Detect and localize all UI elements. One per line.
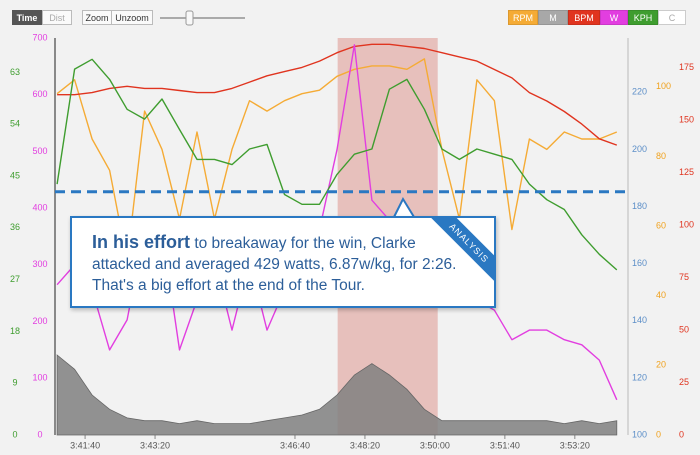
y-tick-label: 25 xyxy=(679,377,689,387)
y-tick-label: 0 xyxy=(656,429,661,439)
y-tick-label: 20 xyxy=(656,360,666,370)
legend-button[interactable]: M xyxy=(538,10,568,25)
x-tick-label: 3:50:00 xyxy=(420,440,450,450)
y-tick-label: 0 xyxy=(37,429,42,439)
annotation-pointer xyxy=(393,196,415,218)
y-tick-label: 500 xyxy=(32,146,47,156)
x-tick-label: 3:46:40 xyxy=(280,440,310,450)
y-tick-label: 400 xyxy=(32,203,47,213)
line-series xyxy=(57,43,618,146)
y-tick-label: 0 xyxy=(12,429,17,439)
y-tick-label: 120 xyxy=(632,372,647,382)
y-tick-label: 50 xyxy=(679,324,689,334)
y-tick-label: 125 xyxy=(679,167,694,177)
y-tick-label: 175 xyxy=(679,62,694,72)
y-tick-label: 180 xyxy=(632,201,647,211)
x-tick-label: 3:51:40 xyxy=(490,440,520,450)
y-tick-label: 18 xyxy=(10,326,20,336)
y-tick-label: 0 xyxy=(679,429,684,439)
x-tick-label: 3:41:40 xyxy=(70,440,100,450)
x-tick-label: 3:53:20 xyxy=(560,440,590,450)
y-tick-label: 75 xyxy=(679,272,689,282)
annotation-tag: ANALYSIS xyxy=(423,218,494,289)
annotation-box: In his effort to breakaway for the win, … xyxy=(70,216,496,308)
y-tick-label: 100 xyxy=(632,429,647,439)
y-tick-label: 54 xyxy=(10,119,20,129)
legend-button[interactable]: C xyxy=(658,10,686,25)
y-tick-label: 100 xyxy=(656,81,671,91)
y-tick-label: 100 xyxy=(32,373,47,383)
y-tick-label: 150 xyxy=(679,114,694,124)
line-series xyxy=(56,58,618,271)
y-tick-label: 200 xyxy=(32,316,47,326)
legend-button[interactable]: KPH xyxy=(628,10,658,25)
y-tick-label: 63 xyxy=(10,67,20,77)
legend-button[interactable]: RPM xyxy=(508,10,538,25)
y-tick-label: 60 xyxy=(656,220,666,230)
y-tick-label: 160 xyxy=(632,258,647,268)
y-tick-label: 80 xyxy=(656,151,666,161)
y-tick-label: 140 xyxy=(632,315,647,325)
slider-thumb[interactable] xyxy=(185,10,194,26)
y-tick-label: 200 xyxy=(632,144,647,154)
legend-button[interactable]: BPM xyxy=(568,10,600,25)
area-series xyxy=(56,354,618,436)
y-tick-label: 36 xyxy=(10,222,20,232)
y-tick-label: 100 xyxy=(679,219,694,229)
line-series xyxy=(56,58,618,262)
y-tick-label: 27 xyxy=(10,274,20,284)
annotation-text: to breakaway for the win, Clarke attacke… xyxy=(92,235,457,294)
y-tick-label: 45 xyxy=(10,170,20,180)
annotation-lead: In his effort xyxy=(92,232,190,252)
y-tick-label: 600 xyxy=(32,89,47,99)
y-tick-label: 300 xyxy=(32,259,47,269)
y-tick-label: 9 xyxy=(12,378,17,388)
y-tick-label: 40 xyxy=(656,290,666,300)
x-tick-label: 3:43:20 xyxy=(140,440,170,450)
y-tick-label: 700 xyxy=(32,32,47,42)
toggle-button[interactable]: Time xyxy=(12,10,42,25)
toggle-button[interactable]: Dist xyxy=(42,10,72,25)
unzoom-button[interactable]: Unzoom xyxy=(111,10,153,25)
legend-button[interactable]: W xyxy=(600,10,628,25)
y-tick-label: 220 xyxy=(632,87,647,97)
x-tick-label: 3:48:20 xyxy=(350,440,380,450)
zoom-button[interactable]: Zoom xyxy=(82,10,112,25)
